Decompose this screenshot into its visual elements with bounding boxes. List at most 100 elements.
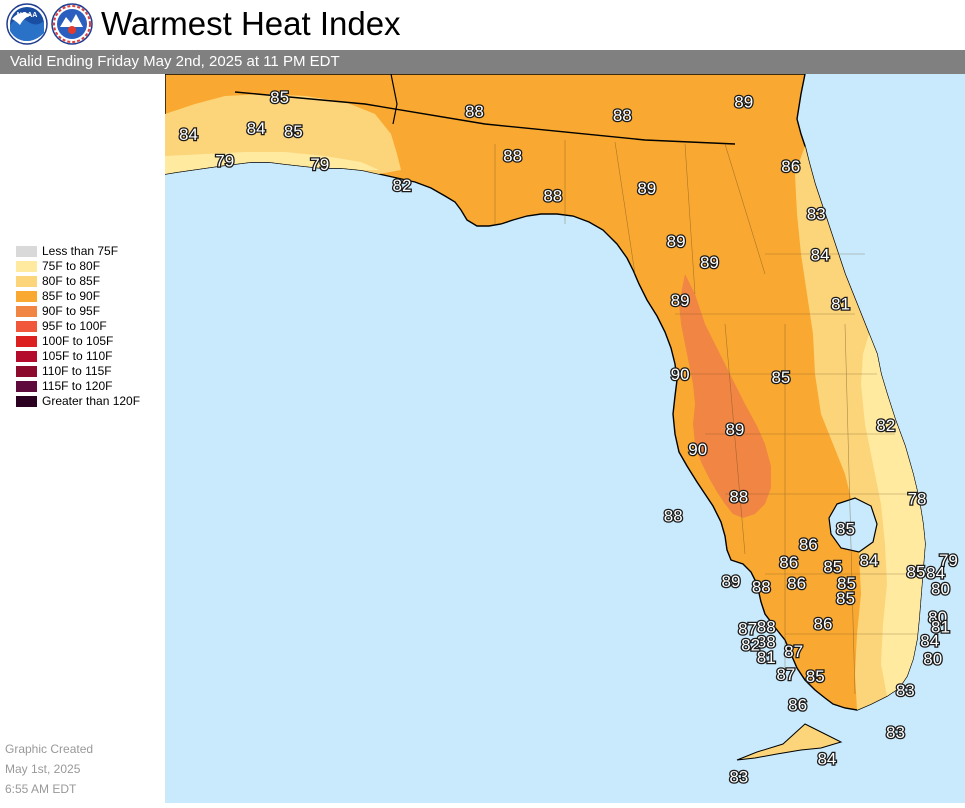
heat-index-value: 84 xyxy=(247,119,266,138)
heat-index-value: 90 xyxy=(671,365,690,384)
heat-index-value: 80 xyxy=(931,580,950,599)
legend-swatch xyxy=(16,246,37,257)
legend-swatch xyxy=(16,261,37,272)
legend-item: 105F to 110F xyxy=(16,349,166,364)
west-central-hot-zone xyxy=(679,274,771,518)
heat-index-value: 83 xyxy=(886,723,905,742)
heat-index-value: 88 xyxy=(465,102,484,121)
legend-swatch xyxy=(16,306,37,317)
legend-item: 110F to 115F xyxy=(16,364,166,379)
heat-index-value: 82 xyxy=(876,416,895,435)
valid-time-bar: Valid Ending Friday May 2nd, 2025 at 11 … xyxy=(0,50,965,74)
heat-index-value: 79 xyxy=(310,155,329,174)
heat-index-value: 88 xyxy=(543,187,562,206)
legend: Less than 75F 75F to 80F 80F to 85F 85F to … xyxy=(16,244,166,409)
heat-index-value: 84 xyxy=(920,631,939,650)
legend-label: 85F to 90F xyxy=(42,289,101,303)
heat-index-value: 85 xyxy=(836,519,855,538)
heat-index-value: 87 xyxy=(784,642,803,661)
header: NOAA Warmest Heat Index xyxy=(0,0,965,50)
heat-index-value: 86 xyxy=(799,535,818,554)
heat-index-value: 87 xyxy=(776,665,795,684)
heat-index-value: 78 xyxy=(908,490,927,509)
heat-index-value: 84 xyxy=(860,551,879,570)
heat-index-value: 83 xyxy=(807,205,826,224)
heat-index-value: 82 xyxy=(741,636,760,655)
heat-index-value: 80 xyxy=(928,608,947,627)
lake-okeechobee xyxy=(828,497,878,553)
heat-index-value: 89 xyxy=(637,179,656,198)
heat-index-value: 79 xyxy=(215,152,234,171)
legend-item: 115F to 120F xyxy=(16,379,166,394)
graphic-created-note: Graphic Created May 1st, 2025 6:55 AM ED… xyxy=(5,739,93,799)
florida-map: 85 89 84 84 85 88 88 79 79 88 86 82 88 89 83 89 84 89 89 81… xyxy=(164,73,965,803)
legend-swatch xyxy=(16,291,37,302)
heat-index-value: 85 xyxy=(284,122,303,141)
heat-index-value: 86 xyxy=(788,696,807,715)
heat-index-value: 89 xyxy=(725,420,744,439)
heat-index-value: 79 xyxy=(939,551,958,570)
heat-index-value: 90 xyxy=(688,440,707,459)
heat-index-value: 88 xyxy=(503,146,522,165)
legend-label: 95F to 100F xyxy=(42,319,107,333)
heat-index-value: 89 xyxy=(700,253,719,272)
heat-index-value: 85 xyxy=(907,563,926,582)
heat-index-value: 85 xyxy=(806,667,825,686)
created-line-2: May 1st, 2025 xyxy=(5,762,81,776)
legend-swatch xyxy=(16,351,37,362)
heat-index-value: 88 xyxy=(729,488,748,507)
legend-swatch xyxy=(16,366,37,377)
legend-swatch xyxy=(16,396,37,407)
heat-index-value: 89 xyxy=(667,232,686,251)
heat-index-value: 81 xyxy=(931,618,950,637)
heat-index-value: 85 xyxy=(837,574,856,593)
legend-item: Less than 75F xyxy=(16,244,166,259)
legend-label: 110F to 115F xyxy=(42,364,112,378)
heat-index-value: 84 xyxy=(926,564,945,583)
heat-index-value: 88 xyxy=(757,632,776,651)
heat-index-value: 84 xyxy=(811,246,830,265)
heat-index-value: 84 xyxy=(817,750,836,769)
legend-swatch xyxy=(16,276,37,287)
heat-index-value: 87 xyxy=(738,620,757,639)
heat-index-value: 88 xyxy=(752,577,771,596)
heat-index-value: 83 xyxy=(729,768,748,787)
florida-keys xyxy=(736,723,843,761)
heat-index-value: 80 xyxy=(923,649,942,668)
heat-index-value: 89 xyxy=(734,93,753,112)
heat-index-value: 82 xyxy=(393,176,412,195)
legend-item: Greater than 120F xyxy=(16,394,166,409)
heat-index-value: 85 xyxy=(836,589,855,608)
state-border xyxy=(234,91,736,145)
noaa-logo-icon: NOAA xyxy=(6,3,48,45)
legend-item: 95F to 100F xyxy=(16,319,166,334)
legend-label: 105F to 110F xyxy=(42,349,113,363)
legend-label: 80F to 85F xyxy=(42,274,101,288)
created-line-3: 6:55 AM EDT xyxy=(5,782,77,796)
valid-time-text: Valid Ending Friday May 2nd, 2025 at 11 … xyxy=(10,53,340,70)
legend-label: 100F to 105F xyxy=(42,334,114,348)
heat-index-value: 85 xyxy=(771,368,790,387)
heat-index-value: 85 xyxy=(270,88,289,107)
heat-index-value: 81 xyxy=(831,294,850,313)
heat-index-value: 85 xyxy=(823,557,842,576)
east-coast-cool-zone xyxy=(861,334,925,696)
legend-label: 90F to 95F xyxy=(42,304,101,318)
heat-index-value: 86 xyxy=(781,157,800,176)
svg-text:NOAA: NOAA xyxy=(17,12,38,19)
state-border-west xyxy=(390,73,398,125)
legend-swatch xyxy=(16,336,37,347)
legend-item: 80F to 85F xyxy=(16,274,166,289)
heat-index-value: 89 xyxy=(722,572,741,591)
legend-label: 75F to 80F xyxy=(42,259,101,273)
legend-item: 85F to 90F xyxy=(16,289,166,304)
legend-item: 100F to 105F xyxy=(16,334,166,349)
created-line-1: Graphic Created xyxy=(5,742,94,756)
legend-item: 75F to 80F xyxy=(16,259,166,274)
legend-item: 90F to 95F xyxy=(16,304,166,319)
legend-label: 115F to 120F xyxy=(42,379,113,393)
heat-index-value: 86 xyxy=(814,614,833,633)
heat-index-value: 86 xyxy=(787,574,806,593)
